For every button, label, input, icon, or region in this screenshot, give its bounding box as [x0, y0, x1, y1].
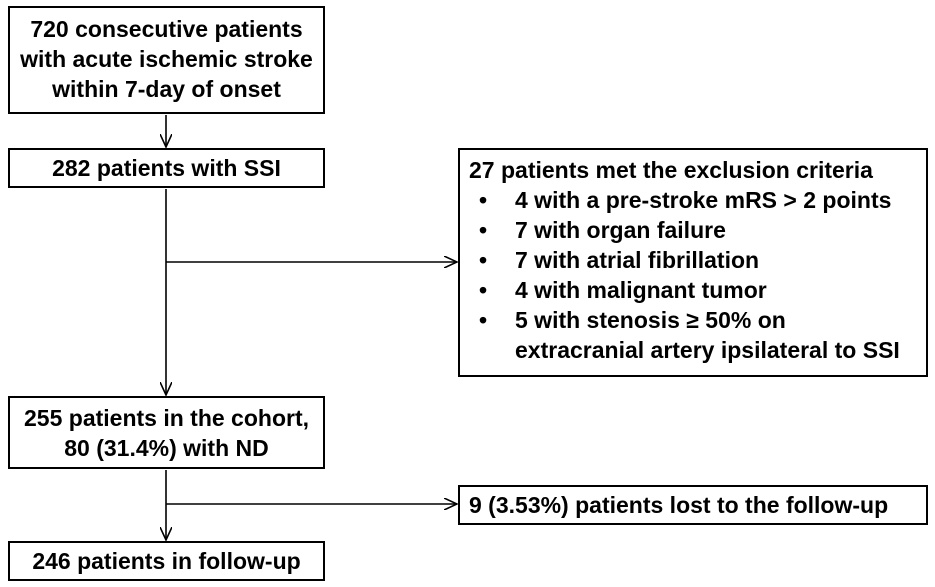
lost-to-followup-label: 9 (3.53%) patients lost to the follow-up	[469, 492, 889, 518]
box-exclusion-criteria: 27 patients met the exclusion criteria 4…	[458, 148, 928, 377]
exclusion-item: 7 with organ failure	[469, 215, 920, 245]
box-cohort: 255 patients in the cohort, 80 (31.4%) w…	[8, 396, 325, 469]
exclusion-item: 5 with stenosis ≥ 50% on extracranial ar…	[469, 305, 920, 365]
exclusion-item: 7 with atrial fibrillation	[469, 245, 920, 275]
exclusion-item: 4 with malignant tumor	[469, 275, 920, 305]
exclusion-item: 4 with a pre-stroke mRS > 2 points	[469, 185, 920, 215]
followup-label: 246 patients in follow-up	[32, 548, 301, 574]
box-ssi-patients: 282 patients with SSI	[8, 148, 325, 188]
cohort-line-1: 255 patients in the cohort,	[24, 405, 309, 431]
cohort-line-2: 80 (31.4%) with ND	[64, 435, 269, 461]
initial-patients-line-3: within 7-day of onset	[52, 76, 281, 102]
initial-patients-line-1: 720 consecutive patients	[30, 16, 303, 42]
initial-patients-line-2: with acute ischemic stroke	[20, 46, 313, 72]
box-lost-to-followup: 9 (3.53%) patients lost to the follow-up	[458, 485, 928, 525]
box-followup: 246 patients in follow-up	[8, 541, 325, 581]
exclusion-list: 4 with a pre-stroke mRS > 2 points 7 wit…	[469, 185, 920, 365]
exclusion-title: 27 patients met the exclusion criteria	[469, 157, 873, 183]
box-initial-patients: 720 consecutive patients with acute isch…	[8, 6, 325, 114]
ssi-patients-label: 282 patients with SSI	[52, 155, 281, 181]
